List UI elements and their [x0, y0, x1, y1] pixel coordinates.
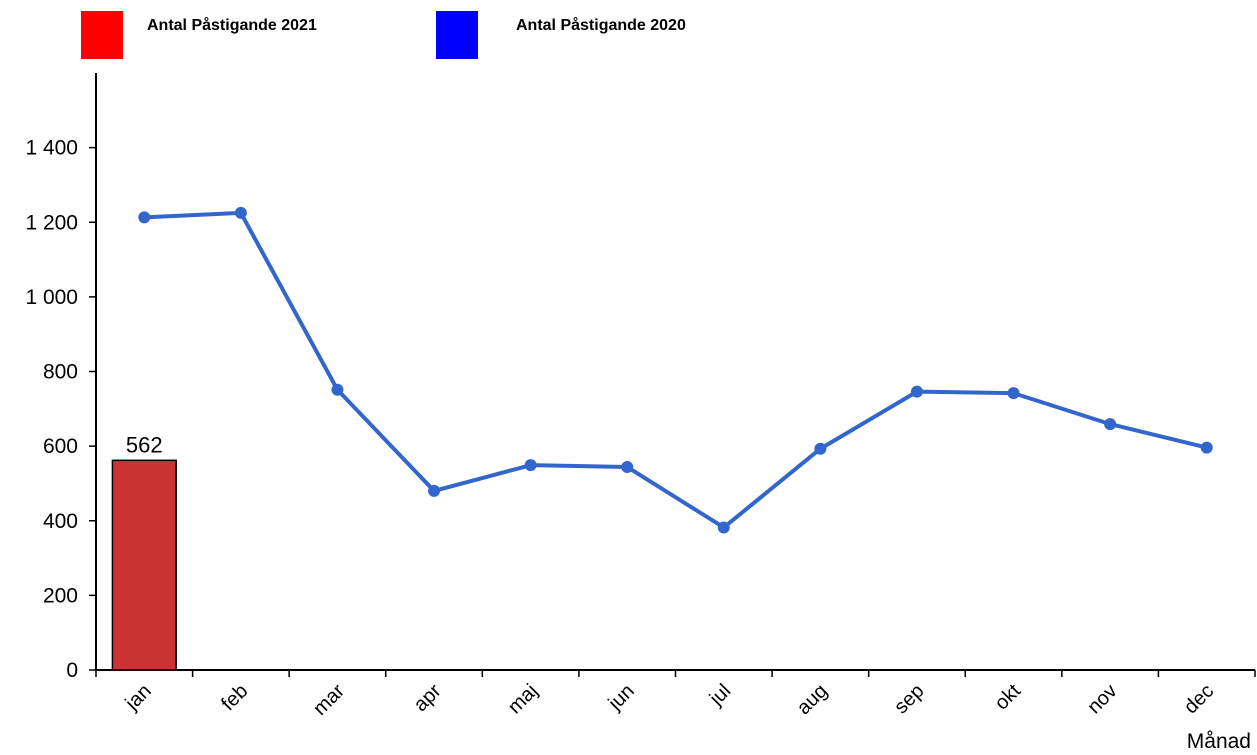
- x-axis-title: Månad: [1187, 730, 1251, 753]
- x-tick-label: okt: [991, 680, 1026, 715]
- x-tick-label: dec: [1180, 680, 1218, 718]
- data-label-jan: 562: [126, 432, 163, 457]
- line-series-2020: [144, 210, 1208, 530]
- bar-jan: [111, 459, 177, 671]
- point-sep: [910, 385, 923, 398]
- x-tick-label: feb: [217, 680, 252, 715]
- point-okt: [1007, 387, 1020, 400]
- x-tick-label: sep: [890, 680, 928, 718]
- point-feb: [234, 206, 247, 219]
- point-mar: [331, 383, 344, 396]
- x-tick-label: mar: [309, 680, 349, 720]
- y-tick-label: 1 400: [25, 137, 78, 160]
- x-tick-label: apr: [410, 680, 446, 716]
- point-jul: [717, 521, 730, 534]
- point-maj: [524, 459, 537, 472]
- x-tick-label: nov: [1083, 680, 1121, 718]
- legend-label-2021: Antal Påstigande 2021: [147, 17, 317, 34]
- x-tick-label: aug: [793, 680, 832, 719]
- y-tick-label: 400: [43, 510, 78, 533]
- y-tick-label: 1 200: [25, 211, 78, 234]
- point-aug: [814, 442, 827, 455]
- point-nov: [1104, 418, 1117, 431]
- x-tick-label: maj: [504, 680, 542, 718]
- point-dec: [1200, 441, 1213, 454]
- y-tick-label: 0: [66, 659, 78, 682]
- x-tick-label: jul: [705, 680, 735, 710]
- point-jun: [621, 461, 634, 474]
- y-tick-label: 600: [43, 435, 78, 458]
- point-apr: [428, 484, 441, 497]
- x-tick-label: jan: [121, 680, 156, 715]
- x-tick-label: jun: [604, 680, 639, 715]
- point-jan: [138, 211, 151, 224]
- y-tick-label: 800: [43, 361, 78, 384]
- legend-label-2020: Antal Påstigande 2020: [516, 17, 686, 34]
- legend-swatch-2021: [81, 11, 123, 59]
- y-tick-label: 1 000: [25, 286, 78, 309]
- legend-swatch-2020: [436, 11, 478, 59]
- y-tick-label: 200: [43, 584, 78, 607]
